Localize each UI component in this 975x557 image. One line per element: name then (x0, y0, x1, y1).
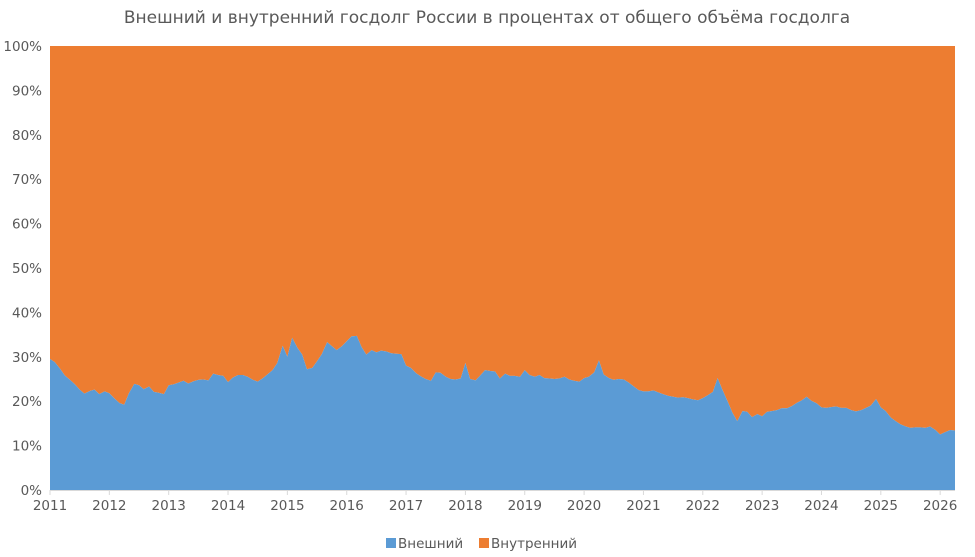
y-tick-label: 100% (3, 39, 42, 55)
y-tick-label: 40% (12, 305, 42, 321)
plot-area (50, 46, 955, 491)
area-internal (50, 46, 955, 435)
x-tick-label: 2017 (389, 498, 423, 514)
x-tick-label: 2020 (567, 498, 601, 514)
x-tick-label: 2014 (211, 498, 245, 514)
y-tick-label: 30% (12, 350, 42, 366)
legend: Внешний Внутренний (386, 536, 577, 552)
chart-title: Внешний и внутренний госдолг России в пр… (124, 8, 850, 28)
legend-swatch-internal (479, 538, 489, 548)
y-tick-label: 70% (12, 172, 42, 188)
x-tick-label: 2022 (686, 498, 720, 514)
x-tick-label: 2012 (92, 498, 126, 514)
y-tick-label: 0% (21, 483, 43, 499)
x-tick-label: 2019 (508, 498, 542, 514)
x-tick-label: 2026 (923, 498, 957, 514)
x-tick-label: 2024 (804, 498, 838, 514)
x-tick-label: 2013 (152, 498, 186, 514)
x-tick-label: 2011 (33, 498, 67, 514)
y-tick-label: 20% (12, 394, 42, 410)
x-tick-label: 2023 (745, 498, 779, 514)
x-axis: 2011 2012 2013 2014 2015 2016 2017 2018 2019 2020… (33, 490, 957, 514)
legend-label-internal: Внутренний (491, 536, 577, 552)
x-tick-label: 2021 (626, 498, 660, 514)
y-tick-label: 90% (12, 83, 42, 99)
y-tick-label: 50% (12, 261, 42, 277)
area-external (50, 335, 955, 490)
x-tick-label: 2025 (864, 498, 898, 514)
legend-swatch-external (386, 538, 396, 548)
y-tick-label: 10% (12, 439, 42, 455)
x-tick-label: 2016 (330, 498, 364, 514)
x-tick-label: 2015 (270, 498, 304, 514)
legend-label-external: Внешний (398, 536, 463, 552)
y-axis: 0% 10% 20% 30% 40% 50% 60% 70% 80% 90% 100% (3, 39, 42, 499)
y-tick-label: 80% (12, 128, 42, 144)
x-tick-label: 2018 (448, 498, 482, 514)
y-tick-label: 60% (12, 217, 42, 233)
